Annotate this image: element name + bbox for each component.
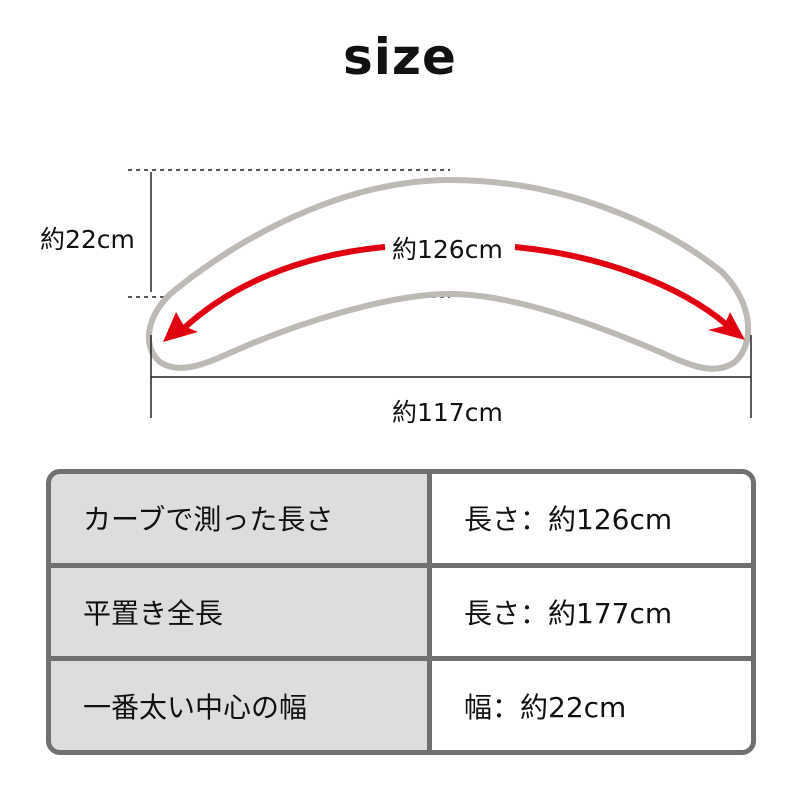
row-value: 長さ：約177cm	[432, 567, 751, 657]
row-label: 一番太い中心の幅	[51, 661, 427, 750]
arrowhead-left-icon	[163, 312, 198, 342]
pillow-size-diagram	[128, 169, 752, 418]
size-table: カーブで測った長さ 長さ：約126cm 平置き全長 長さ：約177cm 一番太い…	[46, 469, 756, 755]
page-title: size	[343, 28, 457, 86]
row-value: 幅：約22cm	[432, 661, 751, 750]
curve-arrow-left	[179, 244, 386, 333]
straight-length-label: 約117cm	[392, 398, 503, 427]
row-label: 平置き全長	[51, 567, 427, 657]
row-label: カーブで測った長さ	[51, 474, 427, 563]
width-label: 約22cm	[40, 225, 135, 254]
pillow-outline	[145, 176, 752, 372]
row-value: 長さ：約126cm	[432, 474, 751, 563]
curve-arrow-right	[514, 244, 729, 328]
arrowhead-right-icon	[708, 312, 745, 340]
curve-length-label: 約126cm	[392, 235, 503, 264]
